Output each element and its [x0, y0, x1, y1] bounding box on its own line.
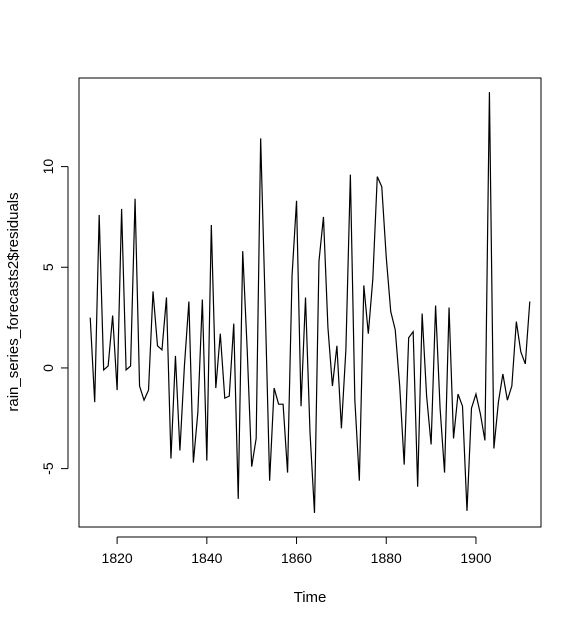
- y-tick-label: 10: [40, 159, 56, 175]
- y-tick-label: -5: [40, 462, 56, 475]
- y-tick-label: 0: [40, 364, 56, 372]
- y-axis: -5 0 5 10: [40, 159, 69, 475]
- x-axis: 1820 1840 1860 1880 1900: [102, 536, 492, 566]
- plot-frame: [78, 77, 542, 528]
- x-tick-label: 1820: [102, 550, 133, 566]
- x-tick-label: 1900: [460, 550, 491, 566]
- x-tick-label: 1860: [281, 550, 312, 566]
- residuals-series-line: [89, 92, 531, 513]
- x-axis-label: Time: [294, 589, 327, 606]
- x-tick-label: 1840: [191, 550, 222, 566]
- x-tick-label: 1880: [371, 550, 402, 566]
- y-axis-label: rain_series_forecasts2$residuals: [5, 192, 22, 411]
- y-tick-label: 5: [40, 263, 56, 271]
